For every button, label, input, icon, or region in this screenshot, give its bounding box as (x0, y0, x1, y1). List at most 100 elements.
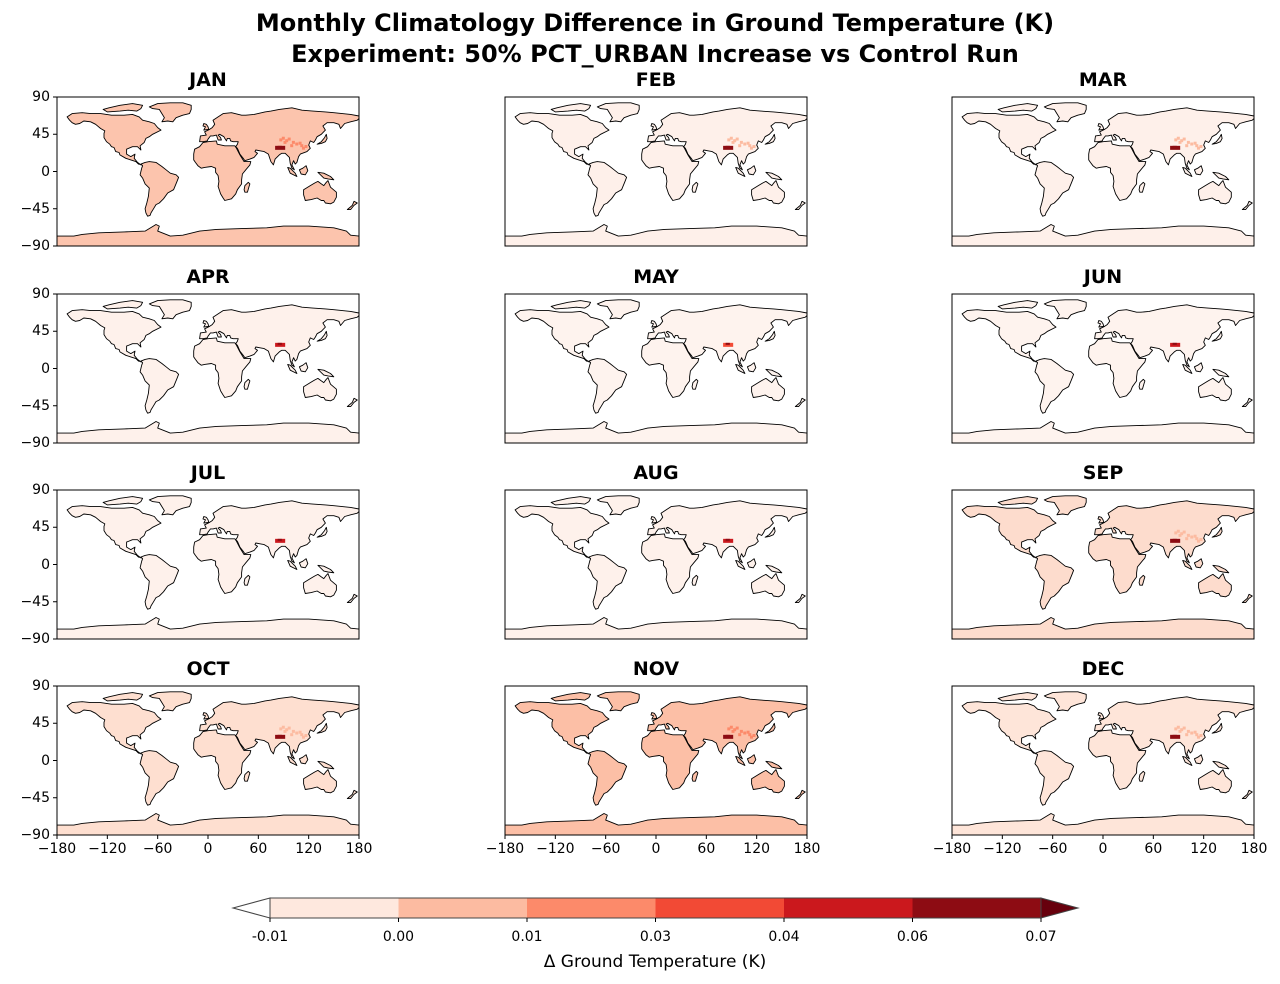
xtick-label: 180 (1240, 841, 1268, 857)
grid-cell-east-asia (1196, 539, 1200, 543)
xtick-label: −120 (536, 841, 575, 857)
grid-cell-east-asia (746, 338, 750, 342)
land-antarctica (951, 421, 1255, 444)
grid-cell-himalaya-core (725, 734, 730, 737)
land-japan (1211, 330, 1223, 342)
grid-cell-east-asia (1178, 729, 1182, 733)
land-north-america (66, 309, 162, 363)
grid-cell-east-asia (1174, 335, 1178, 339)
grid-cell-east-asia (298, 730, 302, 734)
grid-cell-east-asia (1174, 531, 1178, 535)
colorbar-tick-label: 0.07 (1025, 929, 1057, 945)
land-new-guinea (1212, 564, 1230, 574)
colorbar-segment (527, 898, 656, 918)
map-panel-jan (53, 96, 360, 247)
grid-cell-east-asia (1182, 530, 1186, 534)
land-africa (193, 140, 252, 201)
grid-cell-east-asia (1199, 734, 1203, 738)
axes-frame (504, 293, 808, 444)
xtick-label: −60 (590, 841, 621, 857)
map-panel-sep (951, 489, 1255, 640)
land-greenland (596, 495, 640, 516)
map-panel-mar (951, 96, 1255, 247)
grid-cell-east-asia (739, 533, 743, 537)
land-uk (202, 123, 210, 131)
grid-cell-east-asia (1186, 140, 1190, 144)
land-africa (641, 533, 700, 594)
ytick-label: 0 (41, 163, 50, 180)
land-new-guinea (765, 564, 783, 574)
land-new-zealand (794, 593, 806, 604)
panel-title-jun: JUN (1083, 266, 1123, 288)
grid-cell-east-asia (733, 336, 737, 340)
land-uk (1097, 712, 1105, 720)
ytick-label: 90 (32, 678, 50, 694)
land-australia (751, 769, 785, 794)
xtick-label: 120 (295, 841, 323, 857)
grid-cell-east-asia (300, 537, 304, 541)
xtick-label: −60 (1037, 841, 1068, 857)
grid-cell-east-asia (290, 733, 294, 737)
land-australia (303, 769, 337, 794)
land-australia (303, 180, 337, 205)
land-africa (641, 140, 700, 201)
grid-cell-east-asia (283, 729, 287, 733)
land-south-america (587, 358, 628, 414)
grid-cell-east-asia (1193, 730, 1197, 734)
grid-cell-east-asia (1186, 533, 1190, 537)
grid-cell-east-asia (735, 334, 739, 338)
grid-cell-east-asia (1176, 333, 1180, 337)
land-north-america (66, 505, 162, 559)
land-greenland (596, 691, 640, 712)
ytick-label: −90 (20, 238, 50, 254)
land-uk (202, 516, 210, 524)
land-indonesia (1182, 559, 1193, 570)
land-borneo (1193, 754, 1204, 765)
land-indonesia (735, 755, 746, 766)
grid-cell-east-asia (295, 535, 299, 539)
land-north-america (514, 112, 610, 166)
grid-cell-east-asia (1190, 339, 1194, 343)
land-south-america (139, 161, 180, 217)
grid-cell-east-asia (301, 146, 305, 150)
grid-cell-east-asia (1196, 343, 1200, 347)
grid-cell-himalaya-core (725, 145, 730, 148)
land-eurasia (647, 304, 808, 368)
grid-cell-east-asia (1190, 535, 1194, 539)
colorbar-tick-label: 0.01 (511, 929, 543, 945)
land-australia (1198, 180, 1232, 205)
grid-cell-east-asia (748, 341, 752, 345)
land-japan (316, 133, 328, 145)
land-indonesia (287, 166, 298, 177)
grid-cell-east-asia (743, 535, 747, 539)
grid-cell-east-asia (290, 537, 294, 541)
figure-title: Monthly Climatology Difference in Ground… (255, 9, 1055, 37)
grid-cell-himalaya-core (725, 342, 730, 345)
land-arctic-islands (102, 496, 144, 506)
land-japan (764, 526, 776, 538)
grid-cell-east-asia (748, 144, 752, 148)
grid-cell-east-asia (279, 138, 283, 142)
grid-cell-east-asia (729, 529, 733, 533)
land-south-america (587, 554, 628, 610)
grid-cell-east-asia (1195, 733, 1199, 737)
panel-title-nov: NOV (632, 658, 680, 680)
xtick-label: 120 (743, 841, 771, 857)
land-new-guinea (317, 564, 335, 574)
land-japan (764, 330, 776, 342)
land-north-america (961, 112, 1057, 166)
land-arctic-islands (997, 103, 1039, 113)
land-madagascar (691, 378, 699, 390)
axes-frame (504, 489, 808, 640)
land-madagascar (691, 770, 699, 782)
land-australia (1198, 573, 1232, 598)
grid-cell-east-asia (301, 735, 305, 739)
land-new-zealand (1241, 593, 1253, 604)
land-south-america (1034, 750, 1075, 806)
land-borneo (298, 558, 309, 569)
panel-title-mar: MAR (1078, 69, 1128, 91)
grid-cell-east-asia (283, 337, 287, 341)
grid-cell-east-asia (290, 341, 294, 345)
ytick-label: −90 (20, 435, 50, 451)
map-panel-nov (504, 685, 808, 839)
